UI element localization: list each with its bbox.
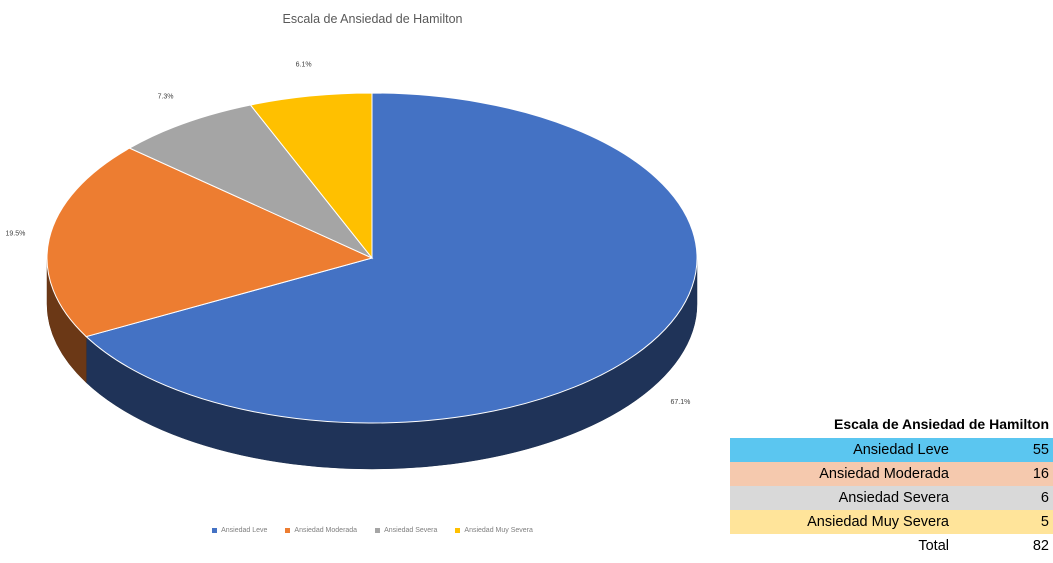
total-label: Total (730, 534, 953, 558)
legend-swatch-muy-severa (455, 528, 461, 533)
row-value: 55 (1001, 438, 1053, 462)
data-label-moderada: 19.5% (5, 230, 25, 237)
row-value: 16 (1001, 462, 1053, 486)
row-label: Ansiedad Muy Severa (730, 510, 953, 534)
legend-item-leve: Ansiedad Leve (212, 527, 267, 534)
row-label: Ansiedad Moderada (730, 462, 953, 486)
row-label: Ansiedad Leve (730, 438, 953, 462)
summary-table-header: Escala de Ansiedad de Hamilton (730, 412, 1053, 438)
total-value: 82 (1001, 534, 1053, 558)
row-gap (953, 486, 1001, 510)
legend-label-leve: Ansiedad Leve (221, 527, 268, 534)
total-row: Total 82 (730, 534, 1053, 558)
legend-item-severa: Ansiedad Severa (375, 527, 437, 534)
legend-label-muy-severa: Ansiedad Muy Severa (464, 527, 533, 534)
chart-legend: Ansiedad Leve Ansiedad Moderada Ansiedad… (0, 527, 745, 534)
table-row: Ansiedad Muy Severa 5 (730, 510, 1053, 534)
data-label-muy-severa: 6.1% (296, 62, 312, 69)
pie-slice-muy-severa (249, 92, 373, 260)
legend-label-moderada: Ansiedad Moderada (294, 527, 358, 534)
pie-slice-leve (85, 92, 698, 424)
table-row: Ansiedad Moderada 16 (730, 462, 1053, 486)
legend-label-severa: Ansiedad Severa (384, 527, 438, 534)
pie-chart: 67.1% 19.5% 7.3% 6.1% (5, 62, 698, 470)
pie-data-labels: 67.1% 19.5% 7.3% 6.1% (5, 62, 690, 406)
data-label-leve: 67.1% (671, 399, 691, 406)
legend-swatch-severa (375, 528, 381, 533)
pie-slice-severa (128, 104, 373, 259)
row-value: 6 (1001, 486, 1053, 510)
legend-swatch-moderada (285, 528, 291, 533)
chart-title: Escala de Ansiedad de Hamilton (282, 12, 463, 26)
row-gap (953, 462, 1001, 486)
summary-table-title: Escala de Ansiedad de Hamilton (834, 416, 1049, 432)
data-label-severa: 7.3% (158, 93, 174, 100)
legend-swatch-leve (212, 528, 218, 533)
row-gap (953, 438, 1001, 462)
pie-slice-moderada (46, 147, 374, 338)
pie-slices (46, 92, 698, 470)
table-row: Ansiedad Severa 6 (730, 486, 1053, 510)
legend-item-moderada: Ansiedad Moderada (285, 527, 357, 534)
row-label: Ansiedad Severa (730, 486, 953, 510)
row-gap (953, 510, 1001, 534)
row-value: 5 (1001, 510, 1053, 534)
table-row: Ansiedad Leve 55 (730, 438, 1053, 462)
summary-table: Escala de Ansiedad de Hamilton Ansiedad … (730, 412, 1053, 558)
row-gap (953, 534, 1001, 558)
legend-item-muy-severa: Ansiedad Muy Severa (455, 527, 533, 534)
